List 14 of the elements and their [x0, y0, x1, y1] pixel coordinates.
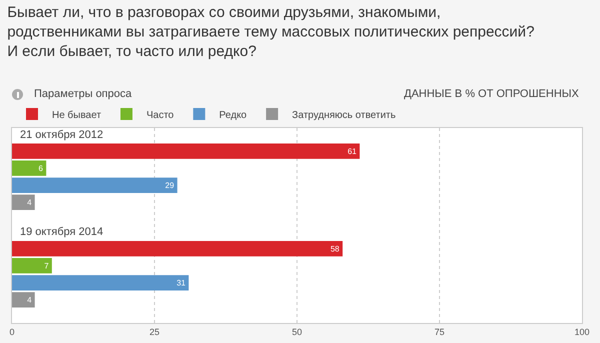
text: ДАННЫЕ В % ОТ ОПРОШЕННЫХ — [404, 88, 580, 100]
chart-title: Бывает ли, что в разговорах со своими друзьями, знакомыми, родственниками вы затрагиваете тему массовых политических репрессий? И если бывает, то часто или редко? — [7, 4, 534, 60]
legend-label: Затрудняюсь ответить — [292, 110, 396, 121]
x-tick-label: 100 — [574, 326, 590, 337]
y-tick-label: 21 октября 2012 — [20, 129, 104, 141]
x-tick-label: 25 — [149, 326, 160, 337]
legend-label: Часто — [146, 110, 174, 121]
x-tick-label: 50 — [292, 326, 302, 337]
legend-label: Редко — [219, 110, 248, 121]
x-tick-label: 75 — [434, 326, 445, 337]
y-tick-label: 19 октября 2014 — [20, 226, 104, 238]
text: Параметры опроса — [34, 88, 132, 100]
legend-label: Не бывает — [52, 110, 102, 121]
x-tick-label: 0 — [9, 326, 15, 337]
